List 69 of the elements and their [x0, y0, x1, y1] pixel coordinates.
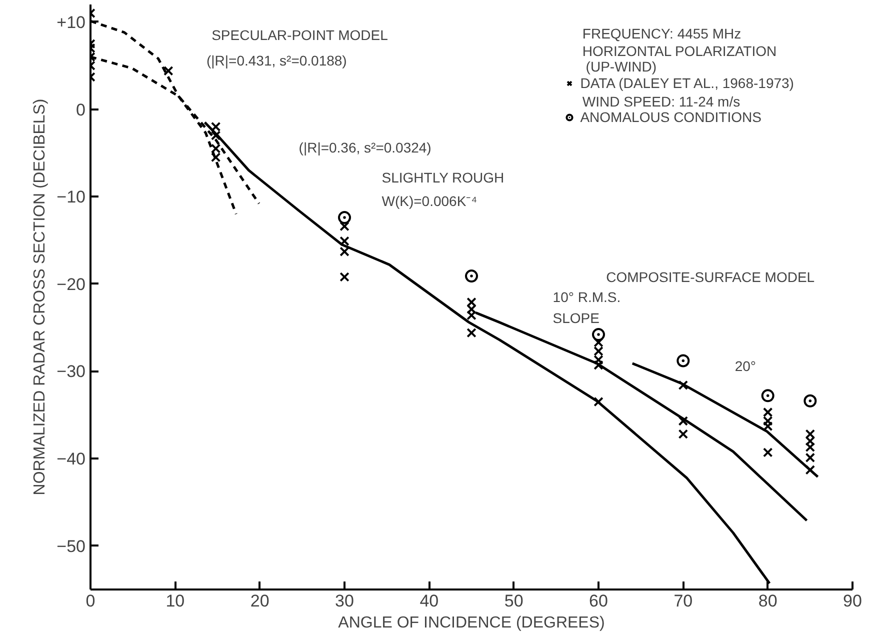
point	[466, 328, 476, 338]
point	[762, 448, 773, 458]
annotation: W(K)=0.006K⁻⁴	[382, 192, 478, 209]
legend-label: ANOMALOUS CONDITIONS	[580, 108, 762, 125]
point	[805, 436, 816, 446]
x-tick-label: 30	[335, 592, 354, 610]
point	[466, 310, 476, 320]
annotation: 10° R.M.S.	[552, 289, 621, 305]
legend-label: DATA (DALEY ET AL., 1968-1973)	[580, 75, 794, 92]
annotation: 20°	[734, 358, 756, 374]
y-tick-label: −40	[56, 450, 86, 469]
point	[678, 429, 688, 439]
point	[210, 144, 221, 154]
point	[762, 416, 773, 426]
y-tick-label: 0	[76, 100, 86, 120]
point	[805, 452, 816, 463]
point	[465, 270, 478, 283]
x-tick-label: 10	[166, 592, 185, 610]
point	[594, 396, 604, 407]
point	[164, 66, 174, 76]
point	[340, 246, 350, 256]
point	[676, 354, 690, 368]
point	[210, 152, 221, 162]
x-tick-label: 20	[250, 592, 270, 610]
point	[804, 394, 817, 408]
y-tick-label: −50	[56, 536, 86, 556]
point	[592, 328, 605, 342]
point	[594, 360, 604, 370]
point	[338, 211, 351, 224]
annotation: (|R|=0.36, s²=0.0324)	[298, 140, 432, 156]
y-tick-label: −10	[56, 188, 86, 207]
point	[340, 272, 350, 282]
x-tick-label: 50	[504, 592, 524, 610]
annotation: COMPOSITE-SURFACE MODEL	[606, 268, 815, 285]
line-series	[631, 362, 820, 478]
y-tick-label: −30	[56, 362, 86, 382]
annotation: (|R|=0.431, s²=0.0188)	[206, 52, 347, 68]
point	[594, 346, 604, 356]
annotation: SPECULAR-POINT MODEL	[212, 27, 388, 44]
annotation: HORIZONTAL POLARIZATION	[582, 42, 777, 59]
point	[594, 338, 604, 348]
point	[761, 389, 774, 402]
point	[210, 122, 221, 132]
point	[762, 407, 773, 418]
annotation: FREQUENCY: 4455 MHz	[582, 25, 742, 42]
annotation: (UP-WIND)	[586, 58, 657, 74]
point	[678, 380, 688, 390]
x-tick-label: 60	[589, 592, 608, 610]
point	[466, 297, 476, 308]
x-tick-label: 40	[420, 592, 439, 610]
point	[805, 464, 816, 475]
point	[340, 236, 350, 246]
point	[805, 429, 816, 439]
annotation: WIND SPEED: 11-24 m/s	[582, 93, 740, 110]
point	[340, 221, 350, 232]
y-tick-label: +10	[56, 12, 86, 32]
point	[210, 130, 221, 140]
x-axis-title: ANGLE OF INCIDENCE (DEGREES)	[338, 614, 605, 632]
x-tick-label: 80	[758, 592, 778, 610]
x-tick-label: 70	[674, 592, 693, 610]
point	[805, 442, 816, 452]
point	[594, 354, 604, 365]
point	[762, 421, 773, 432]
annotation: SLIGHTLY ROUGH	[382, 169, 504, 186]
x-tick-label: 90	[843, 592, 862, 610]
y-tick-label: −20	[56, 274, 86, 294]
y-axis-title: NORMALIZED RADAR CROSS SECTION (DECIBELS)	[32, 98, 49, 496]
annotation: SLOPE	[552, 310, 600, 326]
point	[678, 416, 688, 426]
